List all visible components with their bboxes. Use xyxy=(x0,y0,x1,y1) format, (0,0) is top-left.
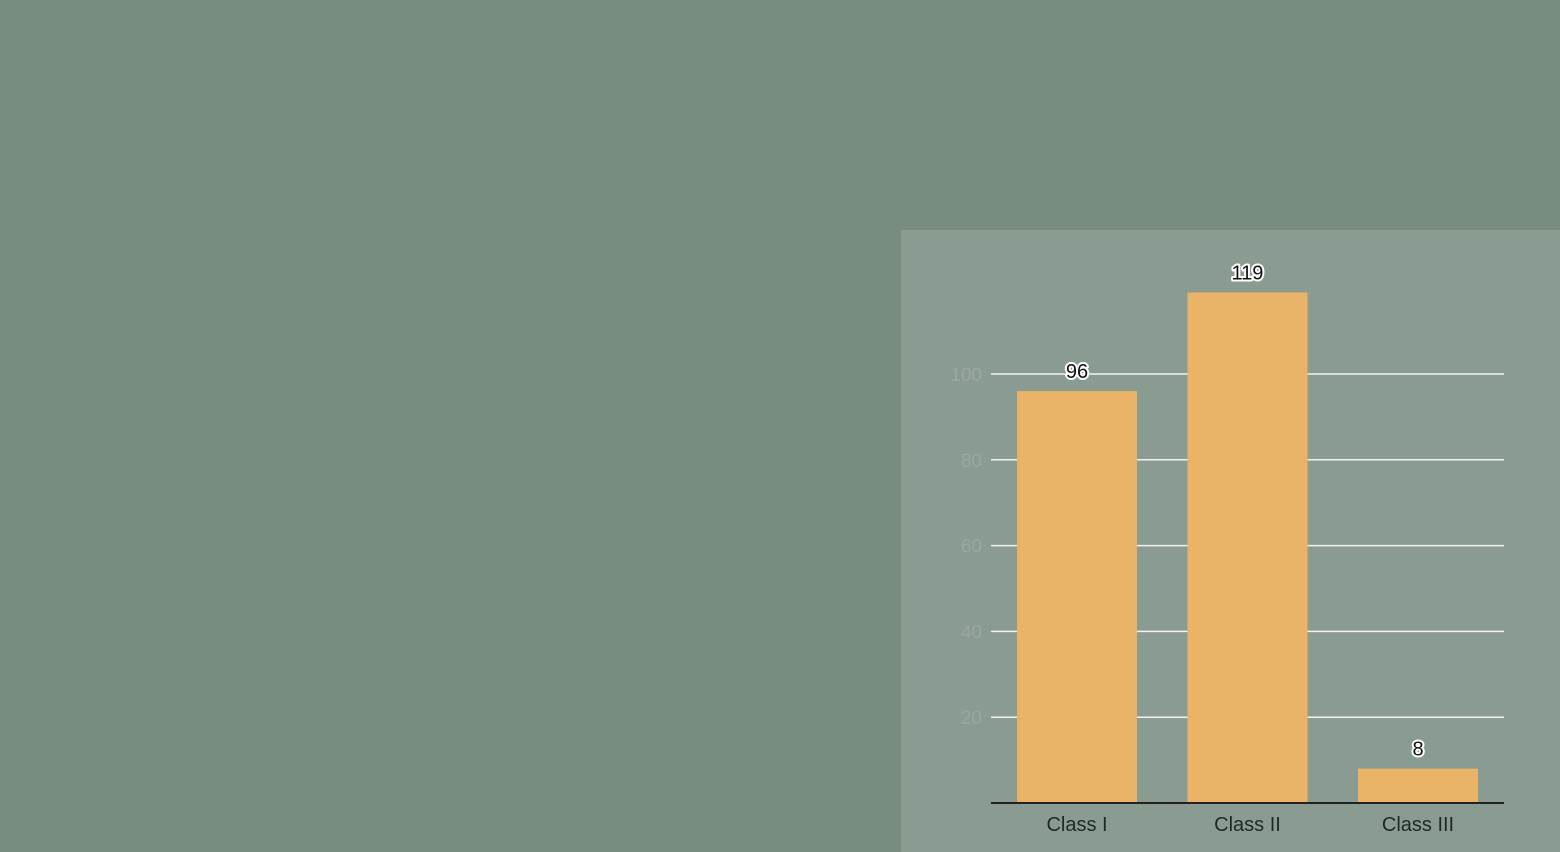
data-label-class-i: 96 xyxy=(1066,361,1088,383)
x-tick-label-class-ii: Class II xyxy=(1214,814,1281,836)
y-axis-ticks: 20 40 60 80 100 xyxy=(950,365,982,729)
y-tick-label-60: 60 xyxy=(961,537,982,558)
data-labels: 96 119 8 xyxy=(1064,260,1426,762)
data-label-class-iii: 8 xyxy=(1412,739,1423,761)
x-axis-labels: Class I Class II Class III xyxy=(1046,814,1454,836)
bars xyxy=(1017,292,1478,803)
x-tick-label-class-i: Class I xyxy=(1046,814,1107,836)
y-tick-label-100: 100 xyxy=(950,365,982,386)
bar-class-i[interactable] xyxy=(1017,391,1137,803)
y-tick-label-80: 80 xyxy=(961,451,982,472)
bar-class-ii[interactable] xyxy=(1187,292,1308,803)
y-tick-label-20: 20 xyxy=(961,708,982,729)
bar-class-iii[interactable] xyxy=(1358,768,1478,803)
x-tick-label-class-iii: Class III xyxy=(1382,814,1454,836)
data-label-class-ii: 119 xyxy=(1232,262,1264,284)
y-tick-label-40: 40 xyxy=(961,622,982,643)
